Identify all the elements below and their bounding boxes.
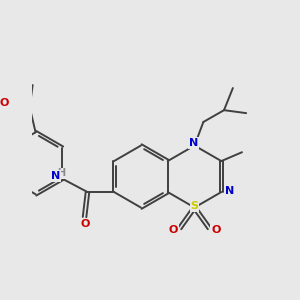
- Text: O: O: [80, 219, 90, 229]
- Text: O: O: [169, 225, 178, 235]
- Text: N: N: [225, 186, 234, 196]
- Text: H: H: [57, 169, 65, 178]
- Text: N: N: [51, 171, 61, 181]
- Text: S: S: [190, 201, 199, 211]
- Text: O: O: [0, 98, 9, 108]
- Text: N: N: [189, 138, 199, 148]
- Text: O: O: [211, 225, 220, 235]
